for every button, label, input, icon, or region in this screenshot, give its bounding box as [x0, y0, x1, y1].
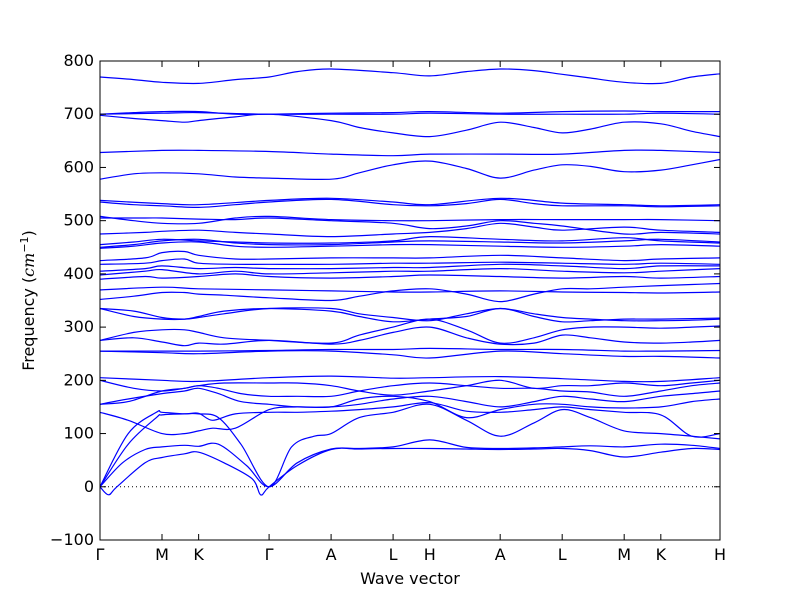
- y-axis-label-unit: cm: [19, 253, 38, 277]
- x-tick-label: M: [155, 545, 169, 564]
- x-tick-label: M: [617, 545, 631, 564]
- y-tick-label: 0: [84, 477, 94, 496]
- band-line-30: [99, 197, 721, 207]
- band-line-26: [99, 222, 721, 238]
- band-line-23: [99, 241, 721, 249]
- band-line-1: [99, 447, 721, 496]
- band-line-12: [99, 326, 721, 347]
- x-tick-label: A: [495, 545, 506, 564]
- band-line-32: [99, 149, 721, 157]
- band-line-16: [99, 282, 721, 303]
- x-tick-label: Γ: [96, 545, 105, 564]
- band-line-20: [99, 263, 721, 272]
- x-axis-label: Wave vector: [360, 569, 460, 588]
- band-line-29: [99, 198, 721, 209]
- x-tick-label: A: [326, 545, 337, 564]
- band-line-21: [99, 258, 721, 265]
- y-axis-label-unit-exponent: −1: [18, 236, 31, 252]
- band-line-35: [99, 110, 720, 116]
- x-tick-label: H: [714, 545, 726, 564]
- band-line-31: [99, 158, 721, 181]
- band-line-25: [99, 235, 721, 246]
- y-axis-label-close-paren: ): [19, 230, 38, 236]
- y-axis-label: Frequency (cm−1): [18, 230, 38, 371]
- band-line-15: [99, 307, 721, 322]
- band-line-5: [99, 395, 721, 436]
- band-line-34: [99, 111, 721, 115]
- y-tick-label: 600: [63, 157, 94, 176]
- x-tick-label: K: [656, 545, 667, 564]
- x-tick-label: L: [558, 545, 567, 564]
- band-line-8: [99, 379, 721, 396]
- plot-frame: [99, 60, 721, 541]
- band-line-19: [99, 267, 721, 276]
- band-line-13: [99, 318, 721, 344]
- y-tick-label: 200: [63, 370, 94, 389]
- y-axis-label-text: Frequency: [19, 288, 38, 371]
- band-line-6: [99, 387, 721, 408]
- y-tick-label: 100: [63, 424, 94, 443]
- band-line-28: [99, 215, 721, 225]
- band-series: [99, 68, 721, 496]
- y-tick-label: 700: [63, 104, 94, 123]
- band-line-9: [99, 375, 721, 383]
- y-axis-label-open-paren: (: [19, 277, 38, 283]
- y-tick-label: 400: [63, 264, 94, 283]
- band-line-17: [99, 286, 721, 294]
- y-tick-label: 800: [63, 51, 94, 70]
- x-tick-label: L: [389, 545, 398, 564]
- x-tick-label: Γ: [265, 545, 274, 564]
- x-tick-label: K: [193, 545, 204, 564]
- band-line-18: [99, 273, 721, 280]
- y-axis-ticks: −100 0 100 200 300 400 500 600 700 800: [50, 51, 720, 549]
- x-tick-label: H: [424, 545, 436, 564]
- band-line-10: [99, 347, 721, 352]
- band-line-4: [99, 402, 721, 488]
- y-tick-label: 500: [63, 211, 94, 230]
- band-line-22: [99, 250, 721, 262]
- band-line-11: [99, 350, 721, 359]
- band-line-24: [99, 238, 721, 248]
- band-line-33: [99, 113, 721, 138]
- band-line-2: [99, 439, 721, 488]
- y-tick-label: −100: [50, 530, 94, 549]
- y-tick-label: 300: [63, 317, 94, 336]
- band-line-36: [99, 68, 721, 85]
- band-line-27: [100, 217, 721, 235]
